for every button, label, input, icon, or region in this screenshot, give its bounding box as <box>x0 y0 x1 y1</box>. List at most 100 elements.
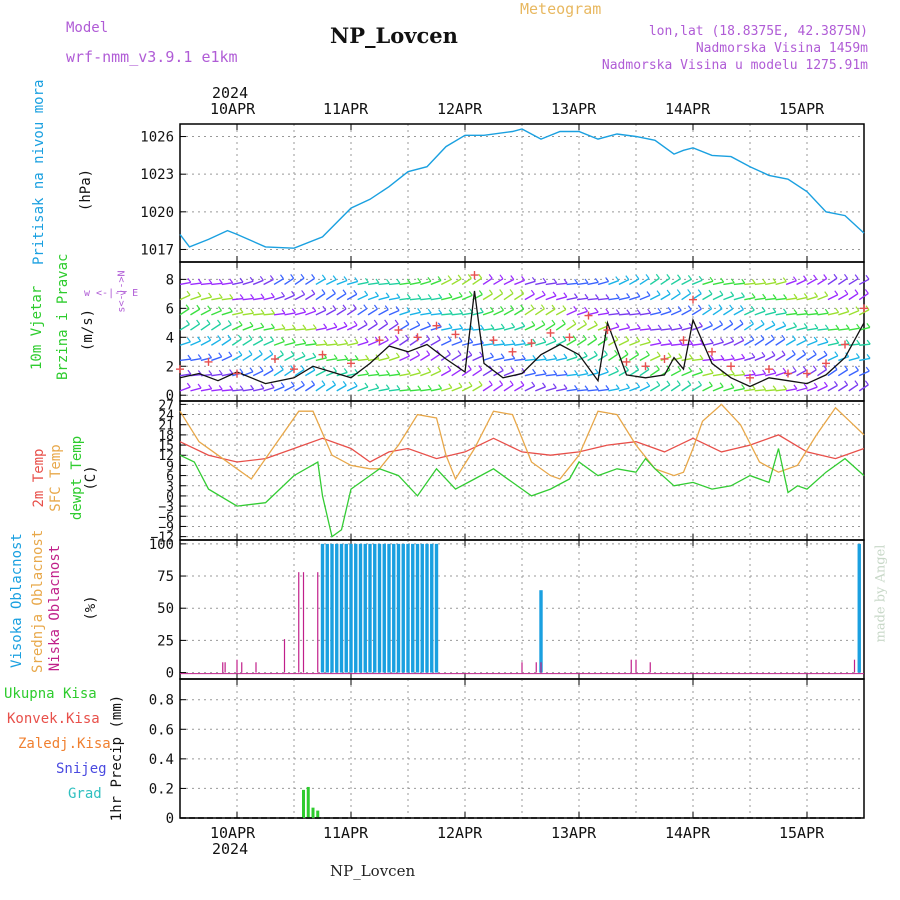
wind-barb <box>670 369 682 377</box>
wind-barb <box>657 338 662 344</box>
wind-barb <box>430 339 441 346</box>
wind-barb <box>615 384 620 390</box>
wind-barb <box>270 383 275 388</box>
wind-barb <box>837 384 848 392</box>
wind-barb <box>218 278 223 284</box>
wind-barb <box>796 296 808 301</box>
high-cloud-bar <box>387 543 391 673</box>
wind-barb <box>482 343 495 346</box>
wind-barb <box>524 280 536 286</box>
precip-legend-freezing: Zaledj.Kisa <box>18 736 111 752</box>
y-tick-label: −12 <box>151 531 174 546</box>
wind-barb <box>535 281 547 286</box>
wind-barb <box>577 282 589 286</box>
wind-barb <box>284 341 296 346</box>
wind-barb <box>552 336 557 342</box>
wind-barb <box>535 358 547 362</box>
wind-barb <box>657 324 662 330</box>
wind-barb <box>765 281 777 286</box>
wind-barb <box>720 337 725 343</box>
wind-barb <box>655 273 660 279</box>
wind-barb <box>301 290 306 295</box>
wind-barb <box>848 327 860 331</box>
wind-barb <box>556 296 568 301</box>
wind-barb <box>584 369 589 375</box>
wind-barb <box>221 323 232 331</box>
wind-barb <box>388 297 400 301</box>
wind-barb <box>786 297 798 301</box>
wind-barb <box>563 384 568 390</box>
wind-barb <box>311 380 316 386</box>
wind-barb <box>427 277 432 282</box>
wind-barb <box>357 294 368 301</box>
wind-barb <box>336 342 348 346</box>
wind-barb <box>576 323 587 331</box>
wind-barb <box>478 365 483 370</box>
wind-barb <box>796 339 807 346</box>
wind-barb <box>866 323 871 328</box>
wind-barb <box>364 290 369 296</box>
wind-barb <box>681 370 692 377</box>
y-tick-label: 0 <box>166 490 174 505</box>
wind-barb <box>468 350 473 356</box>
wind-barb <box>524 372 536 377</box>
wind-barb <box>221 282 233 286</box>
wind-barb <box>211 309 222 316</box>
wind-barb <box>545 373 557 377</box>
y-tick-label: 50 <box>157 601 174 617</box>
wind-barb <box>741 370 746 375</box>
low-cloud-bar <box>853 659 856 673</box>
wind-barb <box>269 365 274 371</box>
wind-barb <box>859 357 871 362</box>
wind-barb <box>812 365 817 371</box>
wind-barb <box>482 293 493 301</box>
wind-barb <box>827 368 838 377</box>
wind-barb <box>343 321 348 327</box>
wind-barb <box>426 334 431 340</box>
wind-barb <box>384 335 389 341</box>
wind-barb <box>629 340 640 346</box>
wind-barb <box>845 307 850 312</box>
wind-barb <box>813 336 818 342</box>
wind-barb <box>493 369 504 377</box>
wind-barb <box>210 323 221 331</box>
wind-barb <box>388 356 400 362</box>
y-tick-label: 24 <box>158 409 174 424</box>
wind-barb <box>315 327 327 331</box>
wind-barb <box>284 294 295 301</box>
wind-barb <box>321 289 326 294</box>
wind-barb <box>667 307 672 312</box>
low-cloud-bar <box>649 662 651 673</box>
wind-barb <box>676 380 681 386</box>
wind-barb <box>378 282 390 286</box>
wind-barb <box>608 297 620 301</box>
wind-barb <box>315 278 326 286</box>
wind-barb <box>838 310 850 316</box>
wind-barb <box>405 334 410 340</box>
low-cloud-bar <box>241 662 243 673</box>
wind-barb <box>478 380 483 386</box>
wind-barb <box>482 277 493 286</box>
wind-barb <box>823 381 828 387</box>
wind-barb <box>406 278 411 284</box>
wind-barb <box>363 304 368 310</box>
wind-barb <box>764 338 775 346</box>
wind-barb <box>764 324 776 331</box>
wind-barb <box>430 387 442 392</box>
wind-barb <box>448 383 453 389</box>
wind-barb <box>827 311 839 316</box>
precip-total-bar <box>316 810 320 818</box>
wind-barb <box>556 387 568 392</box>
wind-barb <box>615 309 620 314</box>
wind-barb <box>438 384 443 389</box>
wind-barb <box>342 304 347 310</box>
wind-barb <box>208 353 213 359</box>
wind-barb <box>378 296 390 301</box>
wind-barb <box>364 382 369 388</box>
wind-barb <box>375 383 380 389</box>
wind-barb <box>723 323 734 331</box>
wind-barb <box>817 341 829 346</box>
wind-barb <box>365 354 370 360</box>
wind-barb <box>605 308 610 314</box>
